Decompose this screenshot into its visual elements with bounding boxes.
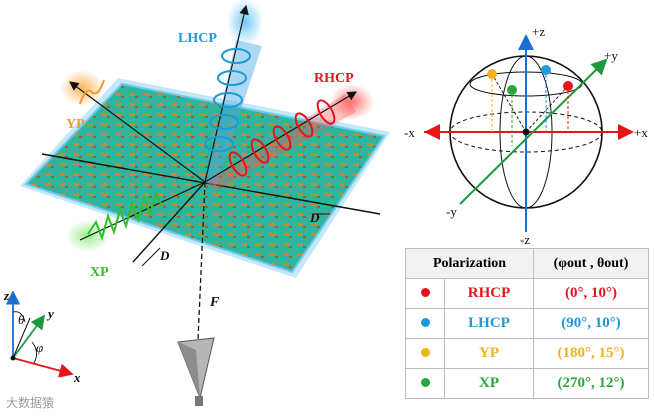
polarization-table: Polarization (φout , θout) RHCP (0°, 10°… <box>405 248 649 399</box>
table-header-row: Polarization (φout , θout) <box>405 248 649 279</box>
frame-origin <box>10 355 16 361</box>
yp-direction-arrow <box>69 81 206 183</box>
surface-axis-y <box>132 181 206 263</box>
xp-direction-line <box>79 181 206 241</box>
yp-point <box>487 69 497 79</box>
row-marker <box>405 338 445 369</box>
feed-horn-port <box>195 396 203 406</box>
frame-phi-label: φ <box>36 340 43 355</box>
yp-label: YP <box>66 117 85 132</box>
sphere-origin <box>522 128 530 136</box>
lhcp-beam-body <box>205 40 262 186</box>
theta-arc <box>12 311 26 323</box>
sphere-minus-x-label: -x <box>404 125 415 140</box>
frame-y-axis <box>12 314 46 359</box>
watermark: 大数据猿 <box>6 396 55 410</box>
table-row: YP (180°, 15°) <box>405 338 649 369</box>
sphere-plus-y-label: +y <box>604 48 618 63</box>
feed-horn-shade <box>178 342 200 398</box>
row-marker <box>405 368 445 399</box>
frame-theta-label: θ <box>18 312 25 327</box>
xp-label: XP <box>90 265 109 280</box>
coordinate-frame <box>5 290 74 378</box>
row-marker <box>405 308 445 339</box>
rhcp-helix <box>228 99 336 177</box>
table-row: RHCP (0°, 10°) <box>405 278 649 309</box>
xp-wave <box>87 191 163 242</box>
lhcp-dot <box>420 318 430 327</box>
yp-wave <box>79 79 105 105</box>
table-row: LHCP (90°, 10°) <box>405 308 649 339</box>
frame-k-vector <box>12 317 31 359</box>
row-angles: (90°, 10°) <box>533 308 649 339</box>
sphere-plus-x-label: +x <box>634 125 648 140</box>
dimension-d-bottom: D <box>159 248 170 263</box>
xp-dot <box>420 378 430 387</box>
frame-z-label: z <box>3 288 10 303</box>
surface-axis-x <box>41 153 381 215</box>
header-angles: (φout , θout) <box>533 248 649 279</box>
lhcp-helix <box>204 48 251 152</box>
feed-path <box>197 181 206 341</box>
row-name: RHCP <box>444 278 534 309</box>
rhcp-glow <box>330 84 374 120</box>
rhcp-point <box>563 81 573 91</box>
sphere-plus-z-label: +z <box>532 24 545 39</box>
row-name: YP <box>444 338 534 369</box>
yp-projection <box>491 73 527 133</box>
focal-distance-label: F <box>209 295 220 310</box>
rhcp-dot <box>420 288 430 297</box>
phi-arc <box>31 341 37 364</box>
row-angles: (180°, 15°) <box>533 338 649 369</box>
rhcp-beam-body <box>205 94 356 190</box>
xp-point <box>507 85 517 95</box>
row-name: XP <box>444 368 534 399</box>
yp-glow <box>60 70 104 106</box>
row-angles: (270°, 12°) <box>533 368 649 399</box>
sphere-minus-y-label: -y <box>446 204 457 219</box>
frame-y-label: y <box>46 306 54 321</box>
sphere-minus-z-label: -z <box>520 232 530 247</box>
table-row: XP (270°, 12°) <box>405 368 649 399</box>
row-name: LHCP <box>444 308 534 339</box>
row-marker <box>405 278 445 309</box>
lhcp-glow <box>227 0 263 46</box>
frame-x-axis <box>12 357 74 378</box>
header-polarization: Polarization <box>405 248 534 279</box>
polarization-sphere <box>424 34 634 232</box>
yp-dot <box>420 348 430 357</box>
sphere-y-axis <box>459 58 608 205</box>
row-angles: (0°, 10°) <box>533 278 649 309</box>
frame-x-label: x <box>73 370 81 385</box>
lhcp-label: LHCP <box>178 31 217 46</box>
lhcp-point <box>541 65 551 75</box>
dimension-line-bottom <box>141 247 161 267</box>
rhcp-projection <box>525 85 569 133</box>
rhcp-label: RHCP <box>314 71 354 86</box>
dimension-d-right: D <box>309 210 320 225</box>
